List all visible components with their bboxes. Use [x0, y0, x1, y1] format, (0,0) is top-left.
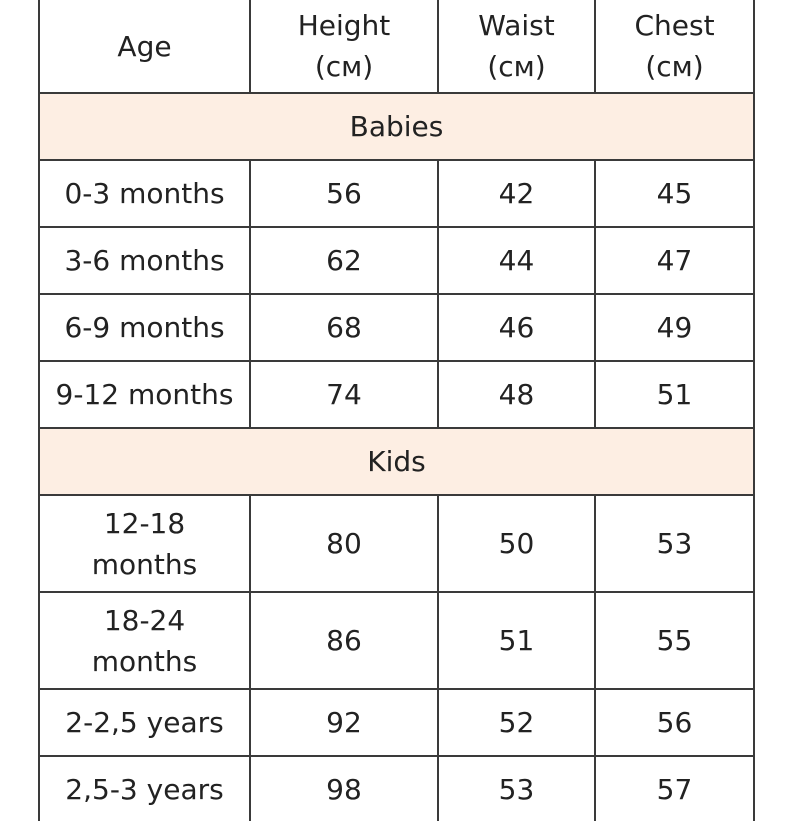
- age-cell: 6-9 months: [38, 293, 251, 362]
- table-row: 3-6 months 62 44 47: [38, 226, 755, 295]
- table-row: 12-18 months 80 50 53: [38, 494, 755, 593]
- age-label: 2,5-3 years: [65, 773, 224, 806]
- header-row: Age Height (см) Waist (см) Chest (см): [38, 0, 755, 94]
- waist-cell: 48: [437, 360, 596, 429]
- header-chest-label: Chest: [634, 9, 715, 42]
- section-title: Kids: [38, 427, 755, 496]
- age-label: 6-9 months: [64, 311, 225, 344]
- size-table: Age Height (см) Waist (см) Chest (см) Ba…: [38, 0, 755, 821]
- age-label: 9-12 months: [55, 378, 234, 411]
- age-label: months: [91, 547, 198, 581]
- height-cell: 98: [249, 755, 439, 821]
- header-age: Age: [38, 0, 251, 94]
- height-cell: 68: [249, 293, 439, 362]
- header-chest-unit: (см): [645, 50, 704, 83]
- chest-cell: 57: [594, 755, 755, 821]
- header-waist-unit: (см): [487, 50, 546, 83]
- height-cell: 86: [249, 591, 439, 690]
- height-cell: 92: [249, 688, 439, 757]
- waist-cell: 50: [437, 494, 596, 593]
- header-height-unit: (см): [314, 50, 374, 83]
- waist-cell: 44: [437, 226, 596, 295]
- waist-cell: 52: [437, 688, 596, 757]
- age-cell: 2-2,5 years: [38, 688, 251, 757]
- section-row: Babies: [38, 92, 755, 161]
- chest-cell: 47: [594, 226, 755, 295]
- waist-cell: 42: [437, 159, 596, 228]
- chest-cell: 55: [594, 591, 755, 690]
- height-cell: 80: [249, 494, 439, 593]
- height-cell: 62: [249, 226, 439, 295]
- height-cell: 74: [249, 360, 439, 429]
- table-row: 2-2,5 years 92 52 56: [38, 688, 755, 757]
- age-label: months: [91, 644, 198, 678]
- age-cell: 18-24 months: [38, 591, 251, 690]
- header-waist-label: Waist: [478, 9, 555, 42]
- table-row: 2,5-3 years 98 53 57: [38, 755, 755, 821]
- header-height: Height (см): [249, 0, 439, 94]
- chest-cell: 51: [594, 360, 755, 429]
- age-label: 12-18: [103, 506, 186, 540]
- table-row: 0-3 months 56 42 45: [38, 159, 755, 228]
- chest-cell: 45: [594, 159, 755, 228]
- chest-cell: 49: [594, 293, 755, 362]
- waist-cell: 46: [437, 293, 596, 362]
- header-height-label: Height: [297, 9, 391, 42]
- height-cell: 56: [249, 159, 439, 228]
- age-cell: 9-12 months: [38, 360, 251, 429]
- section-title: Babies: [38, 92, 755, 161]
- age-cell: 2,5-3 years: [38, 755, 251, 821]
- chest-cell: 56: [594, 688, 755, 757]
- table-row: 6-9 months 68 46 49: [38, 293, 755, 362]
- age-label: 2-2,5 years: [65, 706, 224, 739]
- chest-cell: 53: [594, 494, 755, 593]
- waist-cell: 53: [437, 755, 596, 821]
- waist-cell: 51: [437, 591, 596, 690]
- age-label: 18-24: [103, 603, 186, 637]
- age-label: 3-6 months: [64, 244, 225, 277]
- header-waist: Waist (см): [437, 0, 596, 94]
- age-cell: 12-18 months: [38, 494, 251, 593]
- table-body: Babies 0-3 months 56 42 45 3-6 months 62 44 47 6-…: [38, 92, 755, 821]
- age-cell: 0-3 months: [38, 159, 251, 228]
- table-row: 18-24 months 86 51 55: [38, 591, 755, 690]
- section-row: Kids: [38, 427, 755, 496]
- age-label: 0-3 months: [64, 177, 225, 210]
- header-chest: Chest (см): [594, 0, 755, 94]
- table-row: 9-12 months 74 48 51: [38, 360, 755, 429]
- age-cell: 3-6 months: [38, 226, 251, 295]
- header-age-label: Age: [117, 29, 172, 63]
